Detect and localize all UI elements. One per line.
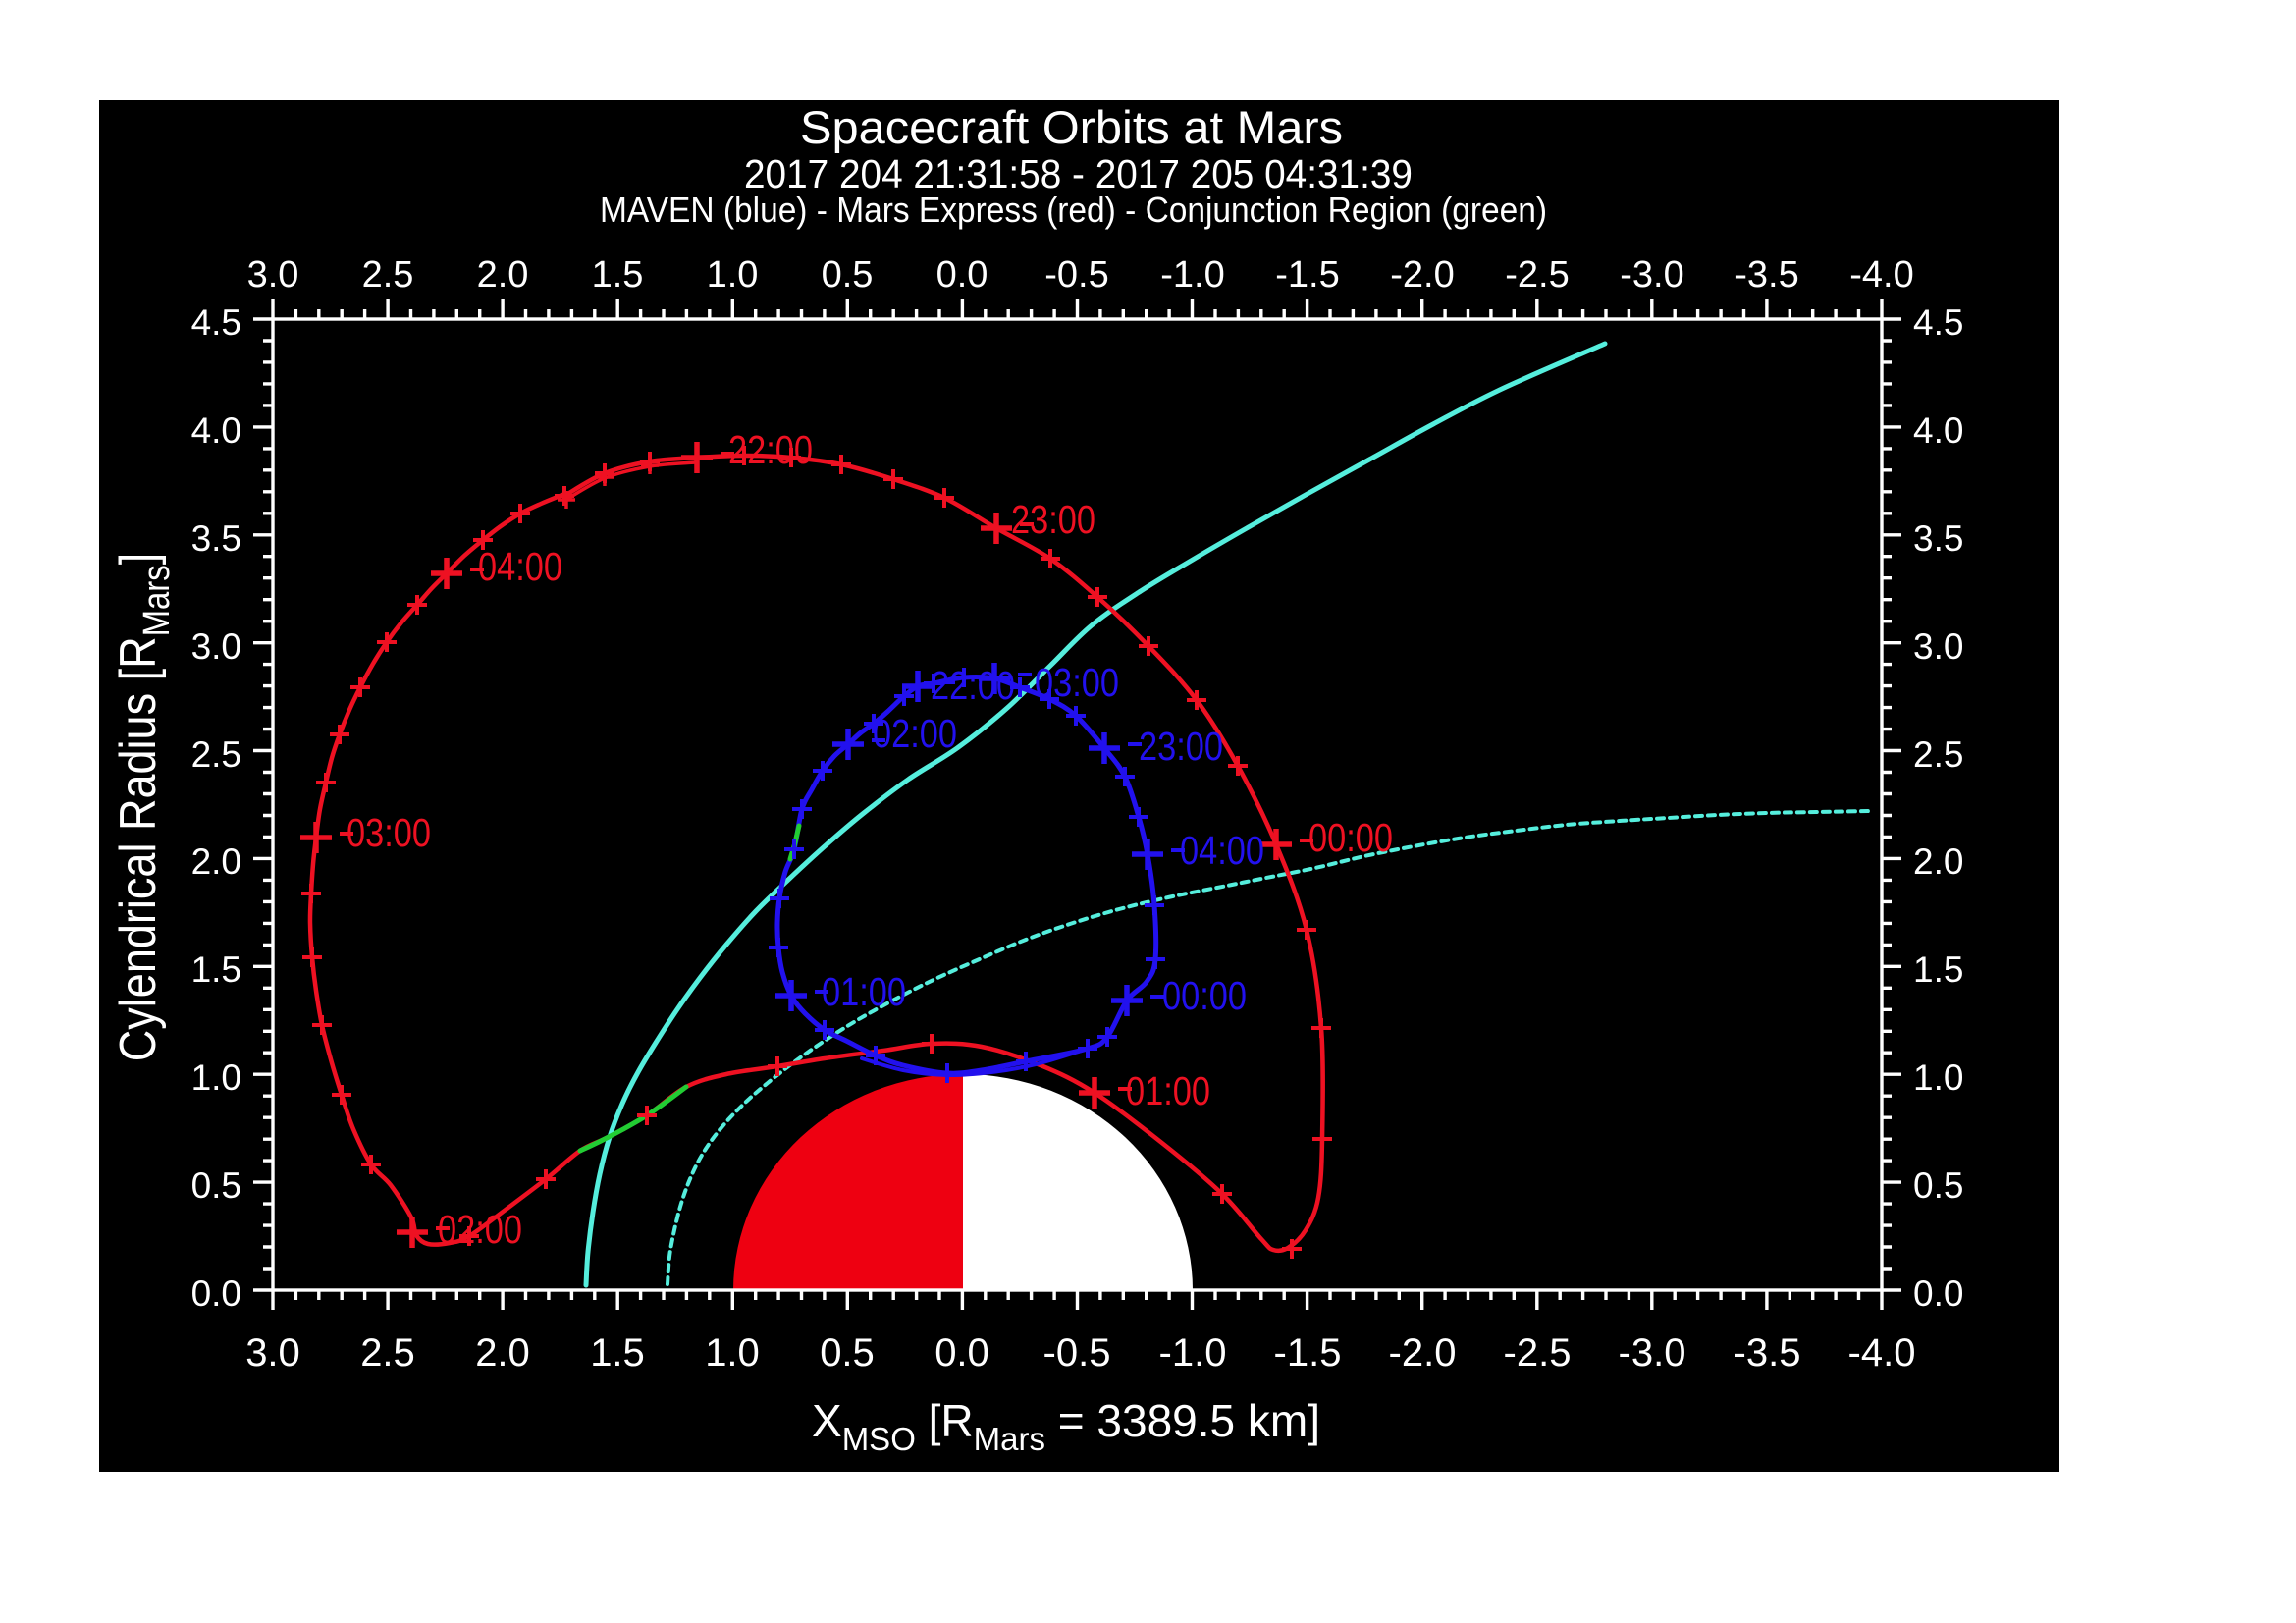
svg-text:0.5: 0.5 xyxy=(1913,1165,1963,1206)
svg-text:-2.5: -2.5 xyxy=(1504,1331,1572,1375)
svg-text:4.0: 4.0 xyxy=(1913,410,1963,451)
svg-text:03:00: 03:00 xyxy=(347,810,431,855)
svg-text:0.0: 0.0 xyxy=(934,1331,989,1375)
svg-text:3.5: 3.5 xyxy=(191,518,241,559)
svg-text:1.0: 1.0 xyxy=(191,1057,241,1098)
svg-text:Cylendrical Radius [RMars]: Cylendrical Radius [RMars] xyxy=(110,553,178,1061)
svg-text:1.0: 1.0 xyxy=(707,254,759,296)
svg-text:2.5: 2.5 xyxy=(1913,734,1963,775)
svg-text:-1.0: -1.0 xyxy=(1159,1331,1227,1375)
svg-text:01:00: 01:00 xyxy=(822,969,906,1014)
svg-text:1.0: 1.0 xyxy=(705,1331,760,1375)
svg-text:2017 204 21:31:58 - 2017 205 0: 2017 204 21:31:58 - 2017 205 04:31:39 xyxy=(744,151,1413,196)
svg-text:-1.5: -1.5 xyxy=(1274,1331,1342,1375)
svg-text:3.0: 3.0 xyxy=(245,1331,300,1375)
svg-text:04:00: 04:00 xyxy=(1180,828,1264,873)
svg-text:-3.0: -3.0 xyxy=(1619,1331,1686,1375)
svg-text:-1.5: -1.5 xyxy=(1275,254,1339,296)
svg-text:-2.5: -2.5 xyxy=(1505,254,1569,296)
svg-text:3.0: 3.0 xyxy=(247,254,299,296)
svg-text:1.5: 1.5 xyxy=(592,254,644,296)
svg-text:2.5: 2.5 xyxy=(191,734,241,775)
svg-text:-2.0: -2.0 xyxy=(1390,254,1454,296)
svg-text:4.0: 4.0 xyxy=(191,410,241,451)
svg-text:2.5: 2.5 xyxy=(362,254,414,296)
svg-text:23:00: 23:00 xyxy=(1139,724,1223,769)
svg-text:-0.5: -0.5 xyxy=(1043,1331,1111,1375)
svg-text:0.5: 0.5 xyxy=(820,1331,875,1375)
svg-text:-4.0: -4.0 xyxy=(1849,254,1913,296)
svg-text:-3.0: -3.0 xyxy=(1620,254,1683,296)
svg-text:3.0: 3.0 xyxy=(1913,626,1963,667)
svg-text:-2.0: -2.0 xyxy=(1389,1331,1457,1375)
svg-text:0.5: 0.5 xyxy=(191,1165,241,1206)
svg-text:3.5: 3.5 xyxy=(1913,518,1963,559)
svg-text:03:00: 03:00 xyxy=(1035,660,1119,705)
svg-text:4.5: 4.5 xyxy=(1913,302,1963,343)
svg-text:1.0: 1.0 xyxy=(1913,1057,1963,1098)
svg-text:MAVEN (blue) - Mars Express (r: MAVEN (blue) - Mars Express (red) - Conj… xyxy=(600,189,1547,230)
svg-text:2.0: 2.0 xyxy=(477,254,529,296)
svg-text:00:00: 00:00 xyxy=(1308,815,1393,860)
svg-text:0.0: 0.0 xyxy=(936,254,988,296)
svg-text:0.0: 0.0 xyxy=(191,1273,241,1314)
svg-text:0.5: 0.5 xyxy=(822,254,874,296)
svg-text:04:00: 04:00 xyxy=(478,544,562,589)
svg-text:2.0: 2.0 xyxy=(1913,841,1963,882)
svg-text:0.0: 0.0 xyxy=(1913,1273,1963,1314)
svg-text:22:00: 22:00 xyxy=(931,663,1015,708)
svg-text:01:00: 01:00 xyxy=(1126,1068,1210,1113)
svg-text:-0.5: -0.5 xyxy=(1044,254,1108,296)
svg-text:02:00: 02:00 xyxy=(438,1207,522,1252)
svg-text:23:00: 23:00 xyxy=(1011,497,1095,542)
svg-text:1.5: 1.5 xyxy=(191,949,241,990)
svg-text:3.0: 3.0 xyxy=(191,626,241,667)
svg-text:00:00: 00:00 xyxy=(1162,973,1247,1018)
svg-text:-3.5: -3.5 xyxy=(1735,254,1798,296)
svg-text:2.5: 2.5 xyxy=(360,1331,415,1375)
svg-text:1.5: 1.5 xyxy=(1913,949,1963,990)
svg-text:22:00: 22:00 xyxy=(728,427,813,472)
svg-text:-1.0: -1.0 xyxy=(1160,254,1224,296)
svg-text:4.5: 4.5 xyxy=(191,302,241,343)
svg-text:Spacecraft Orbits at Mars: Spacecraft Orbits at Mars xyxy=(800,101,1343,153)
svg-text:-3.5: -3.5 xyxy=(1734,1331,1801,1375)
svg-text:2.0: 2.0 xyxy=(191,841,241,882)
svg-text:2.0: 2.0 xyxy=(475,1331,530,1375)
svg-text:-4.0: -4.0 xyxy=(1848,1331,1916,1375)
svg-text:02:00: 02:00 xyxy=(873,711,957,756)
svg-text:1.5: 1.5 xyxy=(590,1331,645,1375)
